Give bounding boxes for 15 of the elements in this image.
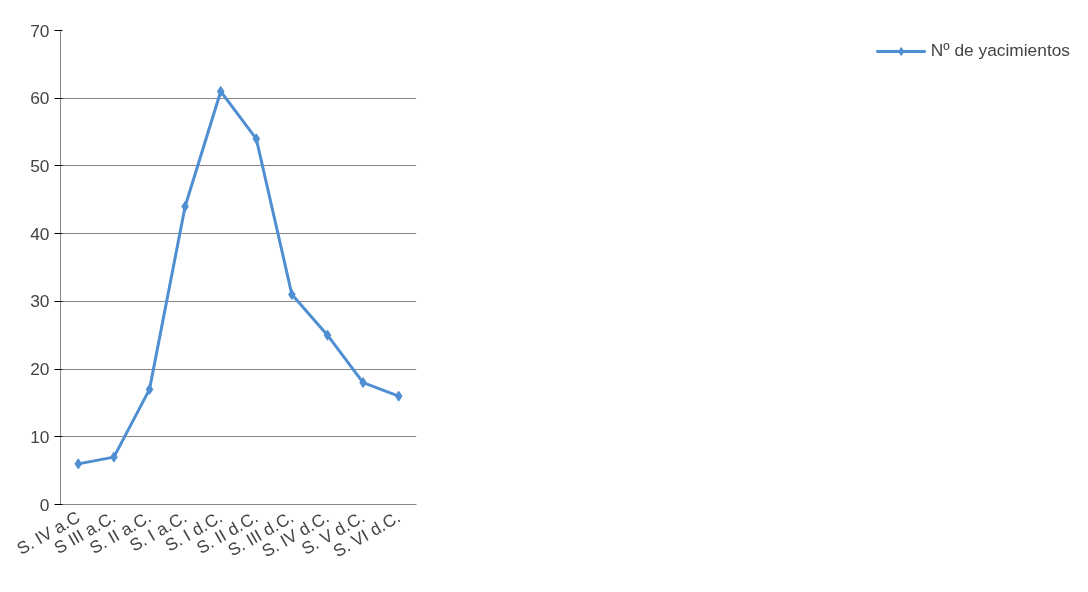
y-tick-label: 20	[30, 359, 50, 380]
point	[252, 133, 261, 145]
legend-label: Nº de yacimientos	[930, 40, 1070, 61]
y-tick-label: 10	[30, 426, 50, 447]
y-tick-label: 40	[30, 223, 50, 244]
y-tick-label: 60	[30, 88, 50, 109]
point	[323, 329, 332, 341]
point	[394, 390, 403, 402]
point	[216, 85, 225, 97]
point	[74, 458, 83, 470]
y-tick-label: 50	[30, 155, 50, 176]
y-tick-label: 70	[30, 20, 50, 41]
y-tick-label: 30	[30, 291, 50, 312]
y-tick-label: 0	[39, 494, 50, 515]
point	[145, 383, 154, 395]
